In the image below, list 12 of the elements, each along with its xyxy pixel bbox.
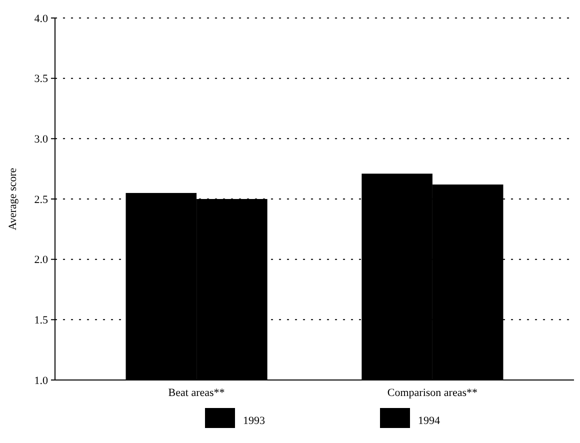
y-tick-label: 3.5 xyxy=(34,73,48,86)
y-tick-label: 2.0 xyxy=(34,254,48,266)
y-tick-label: 1.0 xyxy=(34,374,48,387)
y-tick-label: 1.5 xyxy=(34,314,48,327)
y-tick-label: 4.0 xyxy=(34,12,48,25)
legend-label: 1993 xyxy=(243,415,266,427)
legend-label: 1994 xyxy=(418,415,440,427)
y-axis-title: Average score xyxy=(7,168,19,230)
y-tick-label: 2.5 xyxy=(34,194,48,206)
y-tick-label: 3.0 xyxy=(34,134,48,146)
x-tick-label: Beat areas** xyxy=(168,387,225,399)
x-tick-label: Comparison areas** xyxy=(387,387,478,399)
